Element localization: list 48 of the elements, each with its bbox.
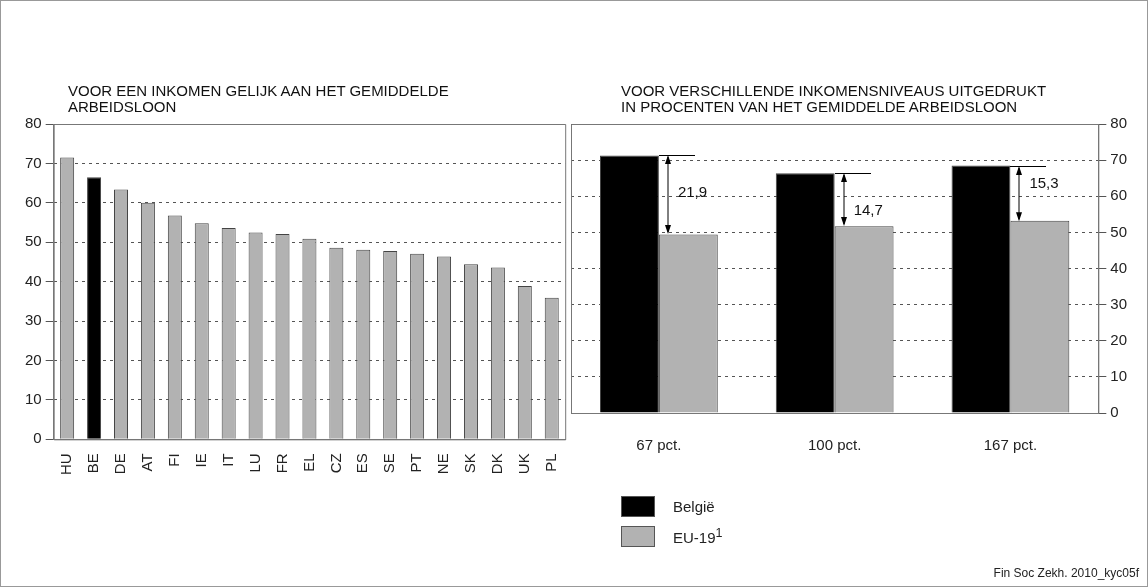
y-tick-label: 50 (1110, 222, 1127, 240)
legend-label: België (673, 497, 715, 515)
x-tick-label: ES (353, 453, 371, 474)
chart-title: VOOR VERSCHILLENDE INKOMENSNIVEAUS UITGEDRUKT IN PROCENTEN VAN HET GEMIDDELDE ARBEIDSLOON (621, 82, 1047, 115)
x-tick-label: 100 pct. (807, 436, 862, 454)
x-tick-label: FI (164, 453, 182, 467)
annotation: 14,7 (853, 200, 883, 218)
x-tick-label: LU (245, 453, 263, 473)
x-tick-label: DK (488, 453, 506, 475)
x-tick-label: DE (111, 453, 129, 475)
y-tick-label: 30 (25, 311, 42, 329)
y-tick-label: 50 (25, 232, 42, 250)
y-tick-label: 20 (25, 350, 42, 368)
y-tick-label: 0 (1110, 403, 1119, 421)
x-tick-label: CZ (326, 453, 344, 474)
x-tick-label: AT (138, 453, 156, 472)
y-tick-label: 40 (25, 271, 42, 289)
x-tick-label: SE (380, 453, 398, 474)
x-tick-label: 167 pct. (983, 436, 1038, 454)
x-tick-label: IE (191, 453, 209, 468)
y-tick-label: 0 (33, 429, 42, 447)
y-tick-label: 10 (1110, 367, 1127, 385)
x-tick-label: UK (514, 453, 532, 475)
y-tick-label: 10 (25, 390, 42, 408)
y-tick-label: 60 (25, 192, 42, 210)
x-tick-label: PT (407, 453, 425, 473)
x-tick-label: FR (272, 453, 290, 474)
y-tick-label: 70 (1110, 150, 1127, 168)
x-tick-label: 67 pct. (636, 436, 682, 454)
x-tick-label: SK (461, 453, 479, 474)
chart-title: VOOR EEN INKOMEN GELIJK AAN HET GEMIDDELDE ARBEIDSLOON (68, 82, 450, 115)
x-tick-label: IT (218, 453, 236, 467)
y-tick-label: 20 (1110, 330, 1127, 348)
legend-label: EU-19$^{1}$ (673, 526, 723, 546)
y-tick-label: 70 (25, 153, 42, 171)
text: Fin Soc Zekh. 2010_kyc05f (993, 566, 1139, 580)
y-tick-label: 60 (1110, 186, 1127, 204)
y-tick-label: 80 (1110, 114, 1127, 132)
x-tick-label: BE (84, 453, 102, 474)
y-tick-label: 40 (1110, 258, 1127, 276)
x-tick-label: NE (434, 453, 452, 475)
x-tick-label: PL (541, 453, 559, 472)
annotation: 21,9 (677, 182, 708, 200)
y-tick-label: 80 (25, 114, 42, 132)
annotation: 15,3 (1029, 173, 1059, 191)
x-tick-label: HU (57, 453, 75, 476)
y-tick-label: 30 (1110, 294, 1127, 312)
x-tick-label: EL (299, 453, 317, 472)
